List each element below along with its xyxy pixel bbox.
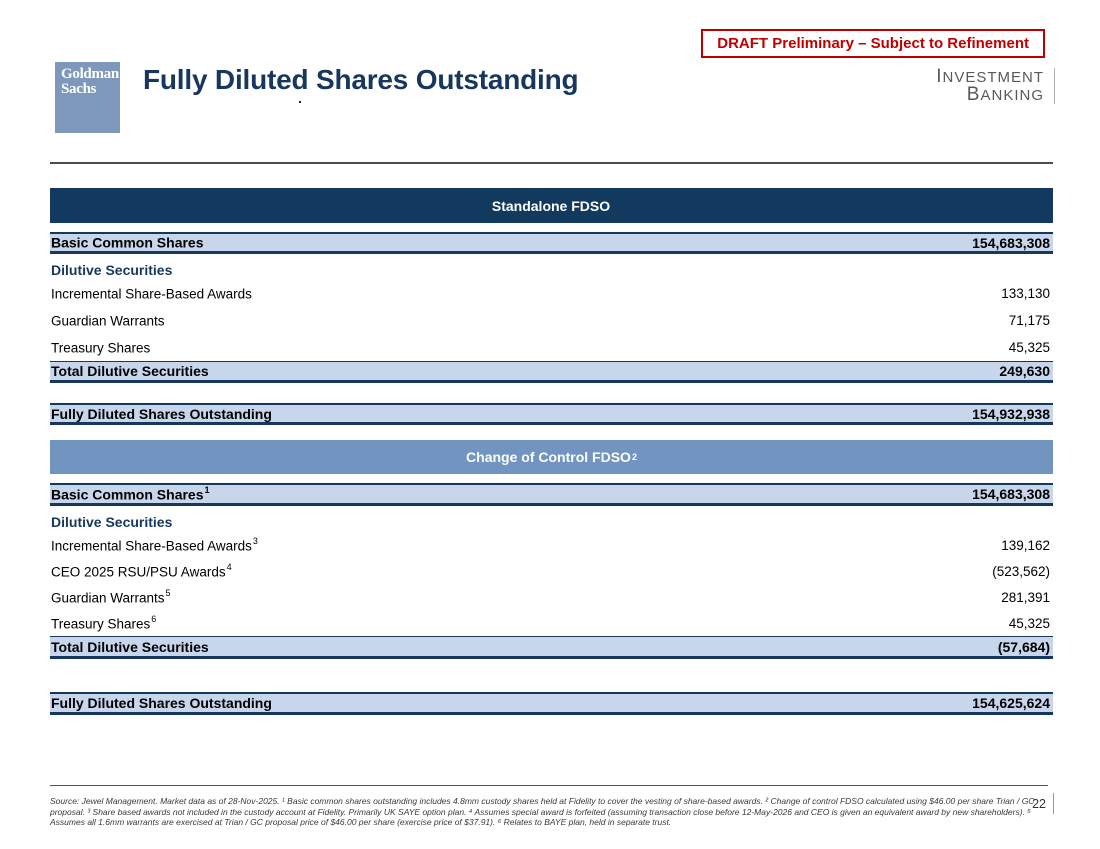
row-label: Fully Diluted Shares Outstanding: [51, 695, 272, 711]
row-label: Incremental Share-Based Awards: [51, 286, 252, 302]
section-label-dilutive-securities: Dilutive Securities: [51, 514, 173, 530]
source-footnote: Source: Jewel Management. Market data as…: [50, 796, 1035, 827]
row-label: Incremental Share-Based Awards3: [51, 535, 258, 554]
row-label: Total Dilutive Securities: [51, 638, 209, 655]
header-divider: [50, 162, 1053, 164]
row-label: Basic Common Shares: [51, 234, 204, 251]
row-label: Fully Diluted Shares Outstanding: [51, 405, 272, 422]
page-number: 22: [1032, 797, 1046, 811]
table-row-fully-diluted: Fully Diluted Shares Outstanding 154,625…: [50, 692, 1053, 715]
standalone-fdso-table: Standalone FDSO Basic Common Shares 154,…: [50, 188, 1053, 425]
division-label: Investment Banking: [936, 68, 1055, 104]
table-row: Incremental Share-Based Awards3 139,162: [50, 532, 1053, 558]
logo-line-2: Sachs: [61, 81, 97, 97]
table-row: Incremental Share-Based Awards 133,130: [50, 280, 1053, 307]
row-label: Basic Common Shares1: [51, 484, 210, 503]
row-value: 154,683,308: [972, 486, 1050, 502]
page-number-divider: [1053, 793, 1054, 814]
section-label-dilutive-securities: Dilutive Securities: [51, 262, 173, 278]
table-header-sup: 2: [631, 452, 637, 462]
row-label: Treasury Shares: [51, 340, 151, 356]
draft-disclaimer-badge: DRAFT Preliminary – Subject to Refinemen…: [701, 29, 1045, 58]
row-value: 154,625,624: [972, 695, 1050, 711]
row-value: 249,630: [999, 363, 1050, 379]
table-row: Guardian Warrants5 281,391: [50, 584, 1053, 610]
page-title: Fully Diluted Shares Outstanding: [143, 64, 579, 95]
stray-dot: [299, 101, 301, 103]
table-row-total-dilutive: Total Dilutive Securities (57,684): [50, 636, 1053, 659]
row-value: 71,175: [1008, 313, 1050, 328]
table-row-basic-shares: Basic Common Shares 154,683,308: [50, 232, 1053, 254]
table-row: Treasury Shares6 45,325: [50, 610, 1053, 636]
division-line-1: Investment: [936, 66, 1044, 87]
row-value: (523,562): [992, 563, 1050, 579]
row-value: 154,932,938: [972, 405, 1050, 422]
row-value: (57,684): [997, 638, 1050, 655]
table-row: Guardian Warrants 71,175: [50, 307, 1053, 334]
table-row: Treasury Shares 45,325: [50, 334, 1053, 361]
table-header-label: Change of Control FDSO: [466, 449, 631, 465]
row-label: Guardian Warrants: [51, 313, 165, 329]
row-label: Total Dilutive Securities: [51, 363, 209, 379]
row-label: Guardian Warrants5: [51, 587, 171, 606]
row-label: CEO 2025 RSU/PSU Awards4: [51, 561, 232, 580]
row-value: 45,325: [1008, 340, 1050, 355]
change-of-control-fdso-table: Change of Control FDSO 2 Basic Common Sha…: [50, 440, 1053, 715]
table-row: CEO 2025 RSU/PSU Awards4 (523,562): [50, 558, 1053, 584]
row-label: Treasury Shares6: [51, 613, 157, 632]
table-header-change-of-control: Change of Control FDSO 2: [50, 440, 1053, 474]
division-line-2: Banking: [966, 84, 1044, 105]
row-value: 154,683,308: [972, 234, 1050, 251]
row-value: 281,391: [1001, 589, 1050, 605]
footnote-divider: [50, 785, 1048, 786]
table-row-fully-diluted: Fully Diluted Shares Outstanding 154,932…: [50, 403, 1053, 425]
row-value: 133,130: [1001, 286, 1050, 301]
goldman-sachs-logo: Goldman Sachs: [55, 62, 120, 133]
table-row-total-dilutive: Total Dilutive Securities 249,630: [50, 361, 1053, 383]
row-value: 139,162: [1001, 537, 1050, 553]
table-header-standalone: Standalone FDSO: [50, 188, 1053, 223]
row-value: 45,325: [1008, 615, 1050, 631]
table-header-label: Standalone FDSO: [491, 197, 611, 214]
table-row-basic-shares: Basic Common Shares1 154,683,308: [50, 483, 1053, 506]
logo-line-1: Goldman: [61, 66, 119, 82]
